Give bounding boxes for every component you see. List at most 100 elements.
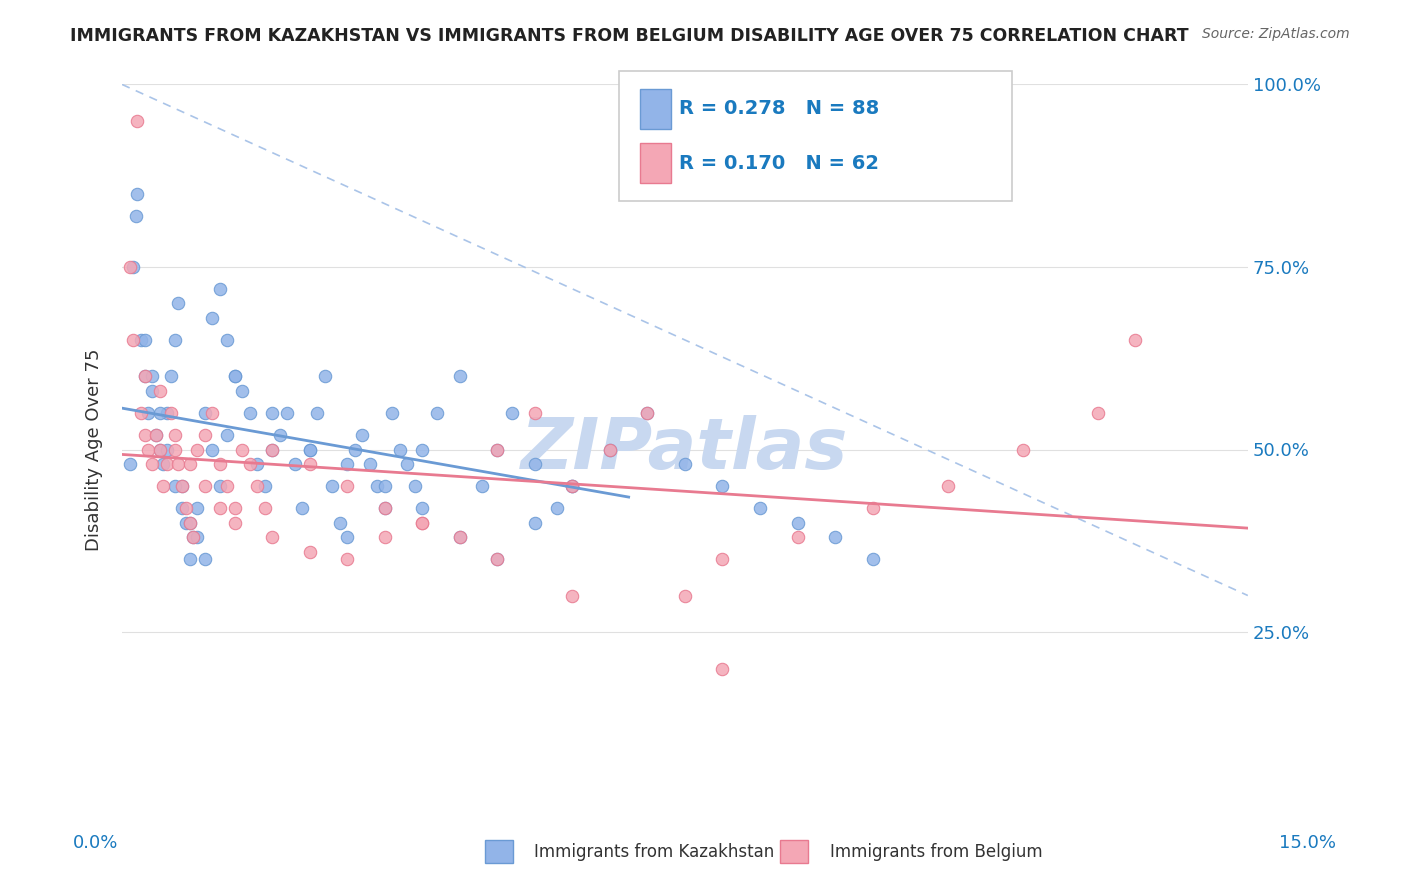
Point xyxy=(129,333,152,347)
Point xyxy=(486,442,509,457)
Point xyxy=(673,589,696,603)
Point xyxy=(148,406,170,420)
Point xyxy=(411,516,433,530)
Point xyxy=(179,516,201,530)
Point xyxy=(208,457,231,471)
Point xyxy=(174,516,197,530)
Point xyxy=(163,479,186,493)
Point xyxy=(276,406,298,420)
Point xyxy=(523,457,546,471)
Point xyxy=(136,442,159,457)
Point xyxy=(231,384,253,398)
Point xyxy=(125,186,148,201)
Point xyxy=(862,552,884,566)
Point xyxy=(374,479,396,493)
Point xyxy=(336,530,359,544)
Point xyxy=(122,333,145,347)
Point xyxy=(156,457,179,471)
Point xyxy=(172,500,194,515)
Point xyxy=(411,442,433,457)
Point xyxy=(561,479,583,493)
Point xyxy=(201,442,224,457)
Point xyxy=(141,384,163,398)
Point xyxy=(599,442,621,457)
Point xyxy=(411,516,433,530)
Point xyxy=(163,442,186,457)
Point xyxy=(824,530,846,544)
Point xyxy=(298,442,321,457)
Point xyxy=(217,479,239,493)
Point xyxy=(145,428,167,442)
Point xyxy=(374,500,396,515)
Point xyxy=(253,479,276,493)
Point xyxy=(352,428,374,442)
Point xyxy=(298,442,321,457)
Point xyxy=(186,530,208,544)
Point xyxy=(201,311,224,326)
Point xyxy=(148,442,170,457)
Point xyxy=(208,479,231,493)
Point xyxy=(172,479,194,493)
Point xyxy=(1123,333,1146,347)
Point xyxy=(298,457,321,471)
Point xyxy=(396,457,419,471)
Y-axis label: Disability Age Over 75: Disability Age Over 75 xyxy=(86,348,103,550)
Point xyxy=(426,406,449,420)
Text: IMMIGRANTS FROM KAZAKHSTAN VS IMMIGRANTS FROM BELGIUM DISABILITY AGE OVER 75 COR: IMMIGRANTS FROM KAZAKHSTAN VS IMMIGRANTS… xyxy=(70,27,1189,45)
Text: Immigrants from Belgium: Immigrants from Belgium xyxy=(830,843,1042,861)
Point xyxy=(160,369,183,384)
Point xyxy=(179,457,201,471)
Point xyxy=(262,530,284,544)
Point xyxy=(148,384,170,398)
Point xyxy=(711,552,734,566)
Point xyxy=(224,369,246,384)
Point xyxy=(749,500,772,515)
Point xyxy=(336,457,359,471)
Point xyxy=(231,442,253,457)
Point xyxy=(862,500,884,515)
Text: R = 0.170   N = 62: R = 0.170 N = 62 xyxy=(679,153,879,173)
Point xyxy=(321,479,343,493)
Point xyxy=(359,457,381,471)
Point xyxy=(298,545,321,559)
Point xyxy=(186,442,208,457)
Point xyxy=(217,428,239,442)
Point xyxy=(523,406,546,420)
Point xyxy=(129,406,152,420)
Point xyxy=(546,500,568,515)
Point xyxy=(167,457,190,471)
Point xyxy=(208,500,231,515)
Point xyxy=(201,406,224,420)
Point xyxy=(1011,442,1033,457)
Point xyxy=(262,406,284,420)
Point xyxy=(152,457,174,471)
Text: ZIPatlas: ZIPatlas xyxy=(522,415,849,484)
Point xyxy=(194,552,217,566)
Point xyxy=(183,530,205,544)
Point xyxy=(404,479,426,493)
Point xyxy=(411,500,433,515)
Point xyxy=(253,500,276,515)
Text: 0.0%: 0.0% xyxy=(73,834,118,852)
Point xyxy=(636,406,658,420)
Point xyxy=(471,479,494,493)
Point xyxy=(561,479,583,493)
Point xyxy=(163,428,186,442)
Point xyxy=(374,530,396,544)
Point xyxy=(156,442,179,457)
Point xyxy=(711,479,734,493)
Point xyxy=(179,516,201,530)
Point xyxy=(122,260,145,274)
Point xyxy=(186,500,208,515)
Point xyxy=(307,406,329,420)
Point xyxy=(561,479,583,493)
Point xyxy=(786,530,808,544)
Point xyxy=(486,442,509,457)
Point xyxy=(148,442,170,457)
Point xyxy=(118,260,141,274)
Text: R = 0.278   N = 88: R = 0.278 N = 88 xyxy=(679,99,879,119)
Point xyxy=(160,406,183,420)
Point xyxy=(711,661,734,675)
Text: Immigrants from Kazakhstan: Immigrants from Kazakhstan xyxy=(534,843,775,861)
Point xyxy=(217,333,239,347)
